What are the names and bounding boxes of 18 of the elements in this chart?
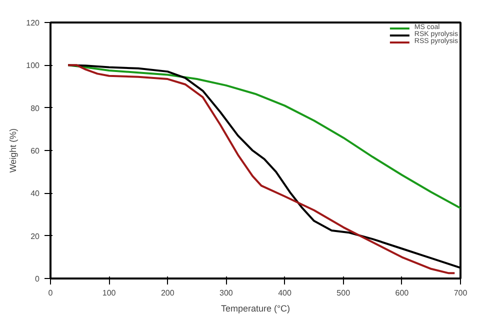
line-series	[67, 64, 460, 210]
x-tick-label: 100	[102, 288, 116, 298]
y-tick-label: 80	[30, 104, 40, 113]
x-tick-label: 600	[395, 288, 410, 298]
x-tick-label: 500	[336, 288, 351, 298]
x-tick-label: 700	[454, 288, 468, 298]
x-tick-label: 200	[160, 288, 175, 298]
y-tick-label: 60	[30, 146, 40, 156]
y-tick-label: 0	[35, 274, 40, 284]
x-tick-label: 300	[220, 288, 234, 298]
y-axis-title: Weight (%)	[8, 128, 18, 173]
y-tick-label: 40	[30, 189, 40, 198]
y-tick-label: 120	[26, 18, 40, 28]
y-tick-label: 100	[26, 61, 40, 70]
x-tick-label: 400	[278, 288, 292, 298]
x-axis-title: Temperature (°C)	[220, 304, 290, 314]
y-tick-label: 20	[30, 232, 40, 241]
x-tick-label: 0	[48, 288, 54, 298]
